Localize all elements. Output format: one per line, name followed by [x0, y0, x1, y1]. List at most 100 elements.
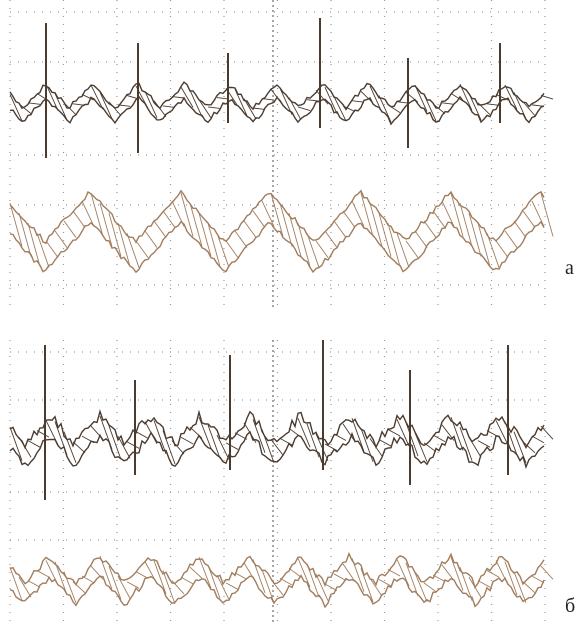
hatch: [73, 104, 85, 105]
hatch: [415, 231, 427, 248]
panel-label: а: [565, 257, 574, 279]
hatch: [208, 565, 220, 598]
hatch: [64, 572, 76, 603]
hatch: [370, 438, 382, 456]
hatch: [532, 576, 544, 583]
hatch: [343, 211, 355, 228]
hatch: [82, 436, 94, 443]
hatch: [280, 578, 292, 585]
hatch: [334, 434, 346, 441]
hatch: [289, 428, 301, 437]
hatch: [46, 241, 58, 258]
hatch: [505, 562, 517, 595]
hatch: [370, 578, 382, 596]
panel-a: [10, 0, 553, 310]
hatch: [424, 583, 436, 592]
hatch: [235, 573, 247, 580]
hatch: [433, 104, 445, 114]
hatch: [136, 432, 148, 439]
hatch: [478, 581, 490, 588]
hatch: [181, 437, 193, 444]
hatch: [145, 231, 157, 248]
hatch: [352, 418, 364, 451]
hatch: [280, 438, 292, 445]
hatch: [469, 93, 481, 120]
hatch: [235, 433, 247, 440]
hatch: [118, 223, 130, 266]
hatch: [163, 571, 175, 604]
hatch: [154, 221, 166, 238]
hatch: [19, 104, 31, 114]
hatch: [127, 582, 139, 589]
hatch: [451, 93, 463, 101]
hatch: [487, 104, 499, 105]
hatch: [136, 241, 148, 258]
hatch: [460, 427, 472, 460]
hatch: [100, 92, 112, 119]
hatch: [19, 213, 31, 256]
hatch: [208, 107, 220, 108]
hatch: [298, 107, 310, 111]
hatch: [424, 94, 436, 121]
hatch: [190, 427, 202, 438]
hatch: [82, 201, 94, 227]
hatch: [73, 442, 85, 453]
hatch: [64, 103, 76, 115]
hatch: [253, 108, 265, 109]
hatch: [316, 241, 328, 258]
hatch: [262, 99, 274, 100]
hatch: [10, 427, 22, 460]
hatch: [73, 211, 85, 228]
hatch: [415, 433, 427, 462]
hatch: [208, 425, 220, 458]
hatch: [181, 87, 193, 107]
hatch: [100, 416, 112, 449]
hatch: [28, 103, 40, 104]
hatch: [136, 572, 148, 579]
hatch: [406, 423, 418, 456]
hatch: [541, 95, 553, 99]
hatch: [64, 221, 76, 238]
hatch: [280, 88, 292, 115]
hatch: [307, 424, 319, 457]
hatch: [478, 441, 490, 448]
hatch: [388, 569, 400, 576]
hatch: [424, 221, 436, 238]
hatch: [10, 94, 22, 121]
hatch: [226, 583, 238, 590]
hatch: [325, 231, 337, 248]
hatch: [523, 211, 535, 228]
hatch: [28, 441, 40, 448]
hatch: [487, 431, 499, 438]
hatch: [433, 211, 445, 228]
waveform: [10, 82, 544, 109]
hatch: [253, 419, 265, 452]
panel-label: б: [565, 595, 575, 617]
hatch: [235, 231, 247, 248]
hatch: [514, 92, 526, 119]
waveform: [10, 554, 544, 588]
hatch: [361, 428, 373, 461]
hatch: [154, 420, 166, 453]
oscillogram-figure: а б: [0, 0, 577, 622]
hatch: [37, 571, 49, 578]
hatch: [406, 241, 418, 258]
hatch: [37, 431, 49, 438]
hatch: [541, 193, 553, 236]
hatch: [109, 102, 121, 116]
hatch: [172, 97, 184, 98]
hatch: [163, 106, 175, 107]
hatch: [244, 221, 256, 238]
hatch: [289, 568, 301, 577]
hatch: [442, 565, 454, 581]
hatch: [226, 241, 238, 258]
hatch: [514, 221, 526, 238]
hatch: [460, 203, 472, 246]
hatch: [244, 423, 256, 443]
hatch: [91, 426, 103, 439]
hatch: [199, 557, 211, 588]
hatch: [379, 440, 391, 447]
hatch: [460, 84, 472, 111]
hatch: [325, 584, 337, 591]
hatch: [55, 231, 67, 248]
